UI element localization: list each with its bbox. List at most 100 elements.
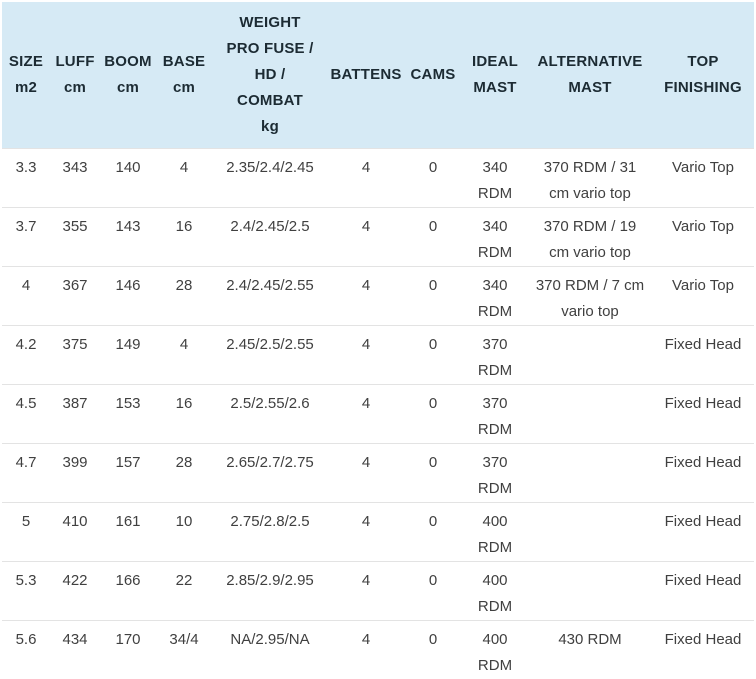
cell-cams: 0 — [404, 149, 462, 208]
cell-battens: 4 — [328, 621, 404, 679]
column-header-alt-mast: ALTERNATIVE MAST — [528, 2, 652, 149]
column-header-battens: BATTENS — [328, 2, 404, 149]
cell-base: 10 — [156, 503, 212, 562]
cell-weight: 2.45/2.5/2.55 — [212, 326, 328, 385]
cell-top-finishing: Fixed Head — [652, 621, 754, 679]
cell-ideal-mast: 400 RDM — [462, 503, 528, 562]
cell-top-finishing: Vario Top — [652, 267, 754, 326]
cell-luff: 375 — [50, 326, 100, 385]
cell-boom: 140 — [100, 149, 156, 208]
cell-battens: 4 — [328, 267, 404, 326]
column-header-luff: LUFF cm — [50, 2, 100, 149]
cell-ideal-mast: 370 RDM — [462, 444, 528, 503]
cell-alt-mast — [528, 326, 652, 385]
cell-battens: 4 — [328, 208, 404, 267]
cell-battens: 4 — [328, 444, 404, 503]
cell-luff: 387 — [50, 385, 100, 444]
cell-size: 3.7 — [2, 208, 50, 267]
cell-weight: 2.35/2.4/2.45 — [212, 149, 328, 208]
cell-weight: 2.4/2.45/2.5 — [212, 208, 328, 267]
cell-weight: 2.75/2.8/2.5 — [212, 503, 328, 562]
cell-battens: 4 — [328, 503, 404, 562]
cell-cams: 0 — [404, 621, 462, 679]
cell-ideal-mast: 340 RDM — [462, 149, 528, 208]
cell-size: 4 — [2, 267, 50, 326]
cell-top-finishing: Fixed Head — [652, 444, 754, 503]
cell-alt-mast — [528, 385, 652, 444]
cell-size: 4.7 — [2, 444, 50, 503]
column-header-base: BASE cm — [156, 2, 212, 149]
cell-base: 4 — [156, 149, 212, 208]
cell-base: 22 — [156, 562, 212, 621]
cell-base: 16 — [156, 385, 212, 444]
cell-cams: 0 — [404, 503, 462, 562]
cell-ideal-mast: 370 RDM — [462, 326, 528, 385]
cell-alt-mast: 370 RDM / 7 cm vario top — [528, 267, 652, 326]
cell-cams: 0 — [404, 562, 462, 621]
cell-ideal-mast: 340 RDM — [462, 267, 528, 326]
cell-base: 34/4 — [156, 621, 212, 679]
cell-top-finishing: Fixed Head — [652, 503, 754, 562]
cell-battens: 4 — [328, 385, 404, 444]
cell-battens: 4 — [328, 326, 404, 385]
cell-boom: 143 — [100, 208, 156, 267]
cell-cams: 0 — [404, 385, 462, 444]
cell-weight: 2.5/2.55/2.6 — [212, 385, 328, 444]
cell-base: 28 — [156, 444, 212, 503]
cell-ideal-mast: 400 RDM — [462, 562, 528, 621]
cell-size: 5.6 — [2, 621, 50, 679]
column-header-ideal-mast: IDEAL MAST — [462, 2, 528, 149]
cell-base: 28 — [156, 267, 212, 326]
cell-alt-mast: 370 RDM / 31 cm vario top — [528, 149, 652, 208]
cell-luff: 422 — [50, 562, 100, 621]
cell-ideal-mast: 340 RDM — [462, 208, 528, 267]
cell-alt-mast: 370 RDM / 19 cm vario top — [528, 208, 652, 267]
cell-ideal-mast: 370 RDM — [462, 385, 528, 444]
cell-base: 4 — [156, 326, 212, 385]
cell-luff: 355 — [50, 208, 100, 267]
column-header-top-finishing: TOP FINISHING — [652, 2, 754, 149]
cell-cams: 0 — [404, 326, 462, 385]
cell-cams: 0 — [404, 444, 462, 503]
cell-size: 4.2 — [2, 326, 50, 385]
cell-alt-mast — [528, 562, 652, 621]
cell-alt-mast: 430 RDM — [528, 621, 652, 679]
column-header-cams: CAMS — [404, 2, 462, 149]
cell-boom: 146 — [100, 267, 156, 326]
cell-ideal-mast: 400 RDM — [462, 621, 528, 679]
column-header-weight: WEIGHT PRO FUSE / HD / COMBAT kg — [212, 2, 328, 149]
cell-battens: 4 — [328, 149, 404, 208]
cell-weight: 2.85/2.9/2.95 — [212, 562, 328, 621]
cell-luff: 343 — [50, 149, 100, 208]
cell-boom: 170 — [100, 621, 156, 679]
cell-luff: 410 — [50, 503, 100, 562]
cell-luff: 367 — [50, 267, 100, 326]
cell-size: 4.5 — [2, 385, 50, 444]
cell-size: 5.3 — [2, 562, 50, 621]
cell-boom: 157 — [100, 444, 156, 503]
cell-size: 5 — [2, 503, 50, 562]
cell-top-finishing: Vario Top — [652, 149, 754, 208]
cell-battens: 4 — [328, 562, 404, 621]
cell-alt-mast — [528, 444, 652, 503]
cell-luff: 399 — [50, 444, 100, 503]
cell-top-finishing: Vario Top — [652, 208, 754, 267]
column-header-size: SIZE m2 — [2, 2, 50, 149]
cell-boom: 149 — [100, 326, 156, 385]
cell-boom: 161 — [100, 503, 156, 562]
column-header-boom: BOOM cm — [100, 2, 156, 149]
cell-weight: 2.4/2.45/2.55 — [212, 267, 328, 326]
cell-boom: 166 — [100, 562, 156, 621]
